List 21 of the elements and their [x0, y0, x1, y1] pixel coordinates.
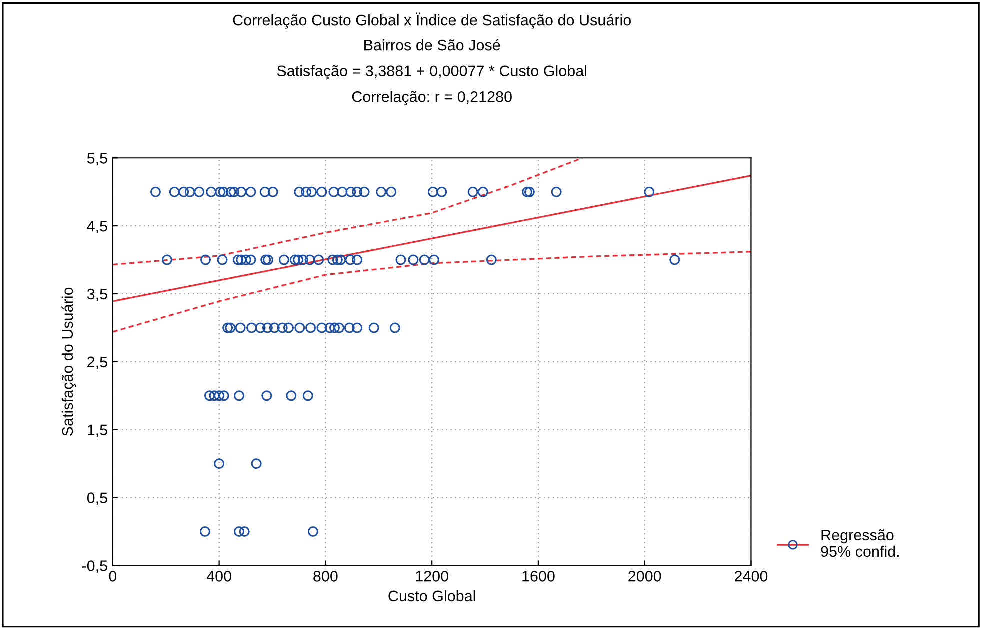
x-tick-label: 2400 [735, 571, 768, 582]
x-tick-label: 1200 [416, 571, 448, 582]
y-tick-label: 0,5 [87, 492, 108, 506]
text: Satisfação = 3,3881 + 0,00077 * Custo Global [277, 65, 586, 80]
y-tick-label: 5,5 [87, 153, 108, 166]
x-tick-label: 2000 [628, 571, 662, 582]
y-tick-label: 4,5 [87, 221, 108, 234]
y-axis-title: Satisfação do Usuário [62, 288, 76, 436]
y-tick-label: 1,5 [88, 424, 108, 438]
legend-label: Regressão 95% confid. [821, 530, 899, 558]
y-tick-label: 3,5 [87, 288, 108, 302]
x-axis-title: Custo Global [388, 590, 476, 602]
y-tick-label: 2,5 [88, 356, 108, 370]
x-tick-label: 1600 [522, 571, 555, 582]
chart-title: Correlação Custo Global x Ïndice de Satisfação do Usuário [233, 12, 632, 29]
x-tick-label: 400 [206, 571, 232, 582]
chart-subtitle: Bairros de São José [364, 39, 500, 51]
x-tick-label: 800 [314, 571, 338, 582]
y-tick-label: -0,5 [82, 560, 108, 574]
x-tick-label: 0 [109, 571, 117, 582]
text: Correlação: r = 0,21280 [352, 91, 512, 106]
